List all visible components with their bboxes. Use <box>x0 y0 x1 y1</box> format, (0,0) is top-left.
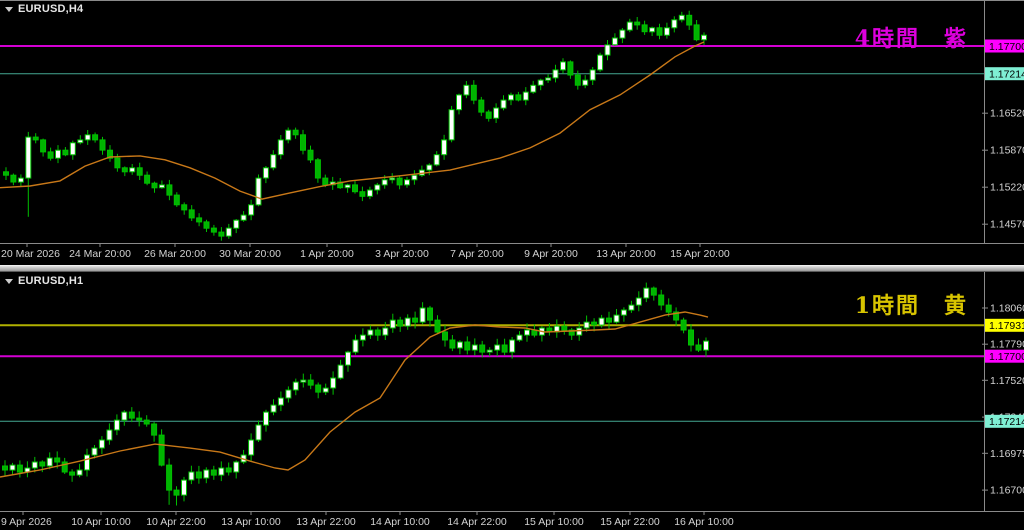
chart-panel-h4: 1.16520 1.15870 1.15220 1.14570 1.17700 1.172… <box>0 0 1024 265</box>
svg-text:1.18060: 1.18060 <box>990 303 1024 315</box>
svg-text:3 Apr 20:00: 3 Apr 20:00 <box>375 248 429 260</box>
timeframe-annotation-h4[interactable]: 4時間 紫 <box>854 26 968 52</box>
svg-text:13 Apr 20:00: 13 Apr 20:00 <box>596 248 656 260</box>
h1-chart-canvas[interactable]: 1.180601.177901.175201.172451.169751.167… <box>0 272 1024 530</box>
svg-text:1.17790: 1.17790 <box>990 339 1024 351</box>
chart-symbol-timeframe-label: EURUSD,H1 <box>18 275 84 287</box>
svg-text:15 Apr 22:00: 15 Apr 22:00 <box>600 516 660 528</box>
svg-text:15 Apr 10:00: 15 Apr 10:00 <box>524 516 584 528</box>
svg-text:10 Apr 22:00: 10 Apr 22:00 <box>146 516 206 528</box>
svg-text:30 Mar 20:00: 30 Mar 20:00 <box>219 248 281 260</box>
chart-title-h4: EURUSD,H4 <box>5 3 83 15</box>
svg-text:26 Mar 20:00: 26 Mar 20:00 <box>144 248 206 260</box>
svg-text:1.14570: 1.14570 <box>990 219 1024 231</box>
svg-text:9 Apr 2026: 9 Apr 2026 <box>1 516 52 528</box>
svg-text:14 Apr 10:00: 14 Apr 10:00 <box>370 516 430 528</box>
svg-text:9 Apr 20:00: 9 Apr 20:00 <box>524 248 578 260</box>
svg-text:1.15870: 1.15870 <box>990 145 1024 157</box>
svg-text:1 Apr 20:00: 1 Apr 20:00 <box>300 248 354 260</box>
panel-splitter[interactable] <box>0 265 1024 272</box>
svg-text:1.16700: 1.16700 <box>990 485 1024 497</box>
svg-text:1.17700: 1.17700 <box>989 41 1024 53</box>
chart-panel-h1: 1.180601.177901.175201.172451.169751.167… <box>0 272 1024 530</box>
svg-text:1.17214: 1.17214 <box>989 416 1024 428</box>
svg-text:1.17700: 1.17700 <box>989 351 1024 363</box>
svg-text:16 Apr 10:00: 16 Apr 10:00 <box>674 516 734 528</box>
svg-text:20 Mar 2026: 20 Mar 2026 <box>1 248 60 260</box>
svg-text:1.17214: 1.17214 <box>989 69 1024 81</box>
svg-text:14 Apr 22:00: 14 Apr 22:00 <box>447 516 507 528</box>
svg-text:15 Apr 20:00: 15 Apr 20:00 <box>670 248 730 260</box>
svg-text:13 Apr 10:00: 13 Apr 10:00 <box>221 516 281 528</box>
svg-text:1.16520: 1.16520 <box>990 108 1024 120</box>
svg-text:13 Apr 22:00: 13 Apr 22:00 <box>296 516 356 528</box>
chart-symbol-timeframe-label: EURUSD,H4 <box>18 3 84 15</box>
svg-text:1.17520: 1.17520 <box>990 375 1024 387</box>
svg-text:1.15220: 1.15220 <box>990 182 1024 194</box>
svg-text:7 Apr 20:00: 7 Apr 20:00 <box>450 248 504 260</box>
svg-text:1.17931: 1.17931 <box>989 320 1024 332</box>
svg-text:24 Mar 20:00: 24 Mar 20:00 <box>69 248 131 260</box>
svg-text:1.16975: 1.16975 <box>990 448 1024 460</box>
timeframe-annotation-h1[interactable]: 1時間 黄 <box>854 293 968 319</box>
collapse-arrow-icon[interactable] <box>5 278 13 284</box>
collapse-arrow-icon[interactable] <box>5 6 13 12</box>
h4-chart-canvas[interactable]: 1.16520 1.15870 1.15220 1.14570 1.17700 1.172… <box>0 0 1024 265</box>
svg-text:10 Apr 10:00: 10 Apr 10:00 <box>71 516 131 528</box>
chart-title-h1: EURUSD,H1 <box>5 275 83 287</box>
